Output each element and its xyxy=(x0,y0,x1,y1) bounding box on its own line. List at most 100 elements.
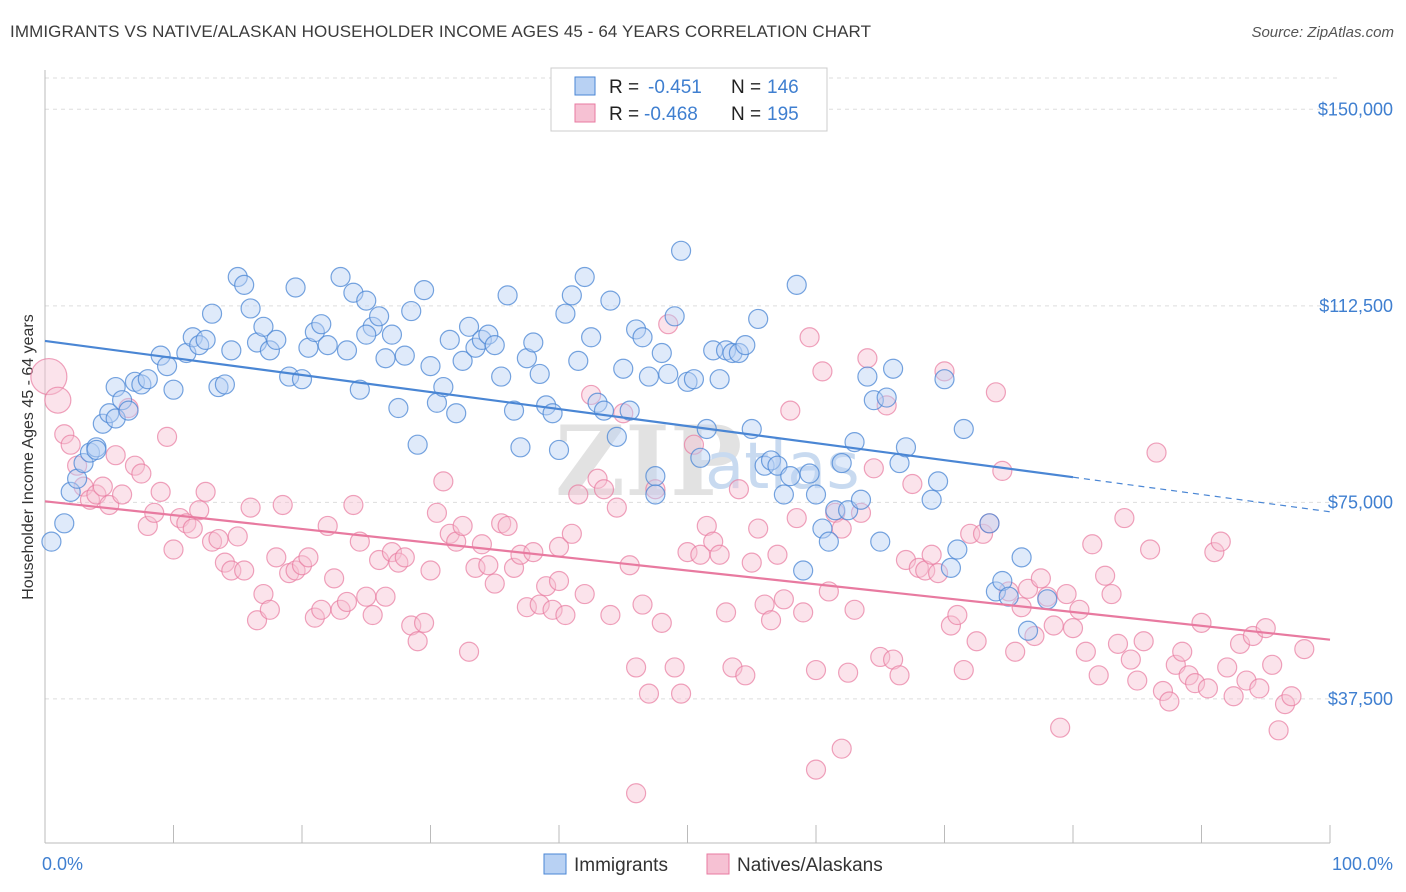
native-point xyxy=(972,523,994,544)
native-point xyxy=(503,557,525,578)
legend-n-value-1: 146 xyxy=(767,77,799,98)
native-point xyxy=(581,384,602,406)
immigrant-point xyxy=(523,332,544,353)
native-point xyxy=(966,631,987,652)
native-point xyxy=(452,515,473,537)
immigrant-point xyxy=(850,489,872,510)
immigrant-point xyxy=(497,285,518,306)
immigrant-point xyxy=(394,345,415,366)
immigrant-point xyxy=(722,342,743,364)
immigrant-point xyxy=(760,450,782,471)
native-point xyxy=(458,641,480,662)
immigrant-point xyxy=(349,379,370,400)
immigrant-point xyxy=(240,298,261,319)
native-point xyxy=(760,610,782,631)
y-tick-label: $75,000 xyxy=(1328,492,1393,512)
x-tick-label-max: 100.0% xyxy=(1332,854,1393,874)
y-tick-label: $37,500 xyxy=(1328,689,1393,709)
native-point xyxy=(1133,631,1154,652)
native-point xyxy=(214,552,235,573)
immigrant-point xyxy=(330,266,351,288)
immigrant-point xyxy=(921,489,942,510)
immigrant-point xyxy=(105,408,126,429)
native-point xyxy=(992,460,1013,482)
immigrants-points xyxy=(41,240,1058,641)
immigrant-point xyxy=(73,452,94,474)
native-point xyxy=(927,563,949,584)
native-point xyxy=(1095,565,1116,586)
native-point xyxy=(529,594,550,615)
immigrant-point xyxy=(54,513,75,534)
native-point xyxy=(30,357,68,396)
native-point xyxy=(1178,665,1199,686)
native-point xyxy=(1075,641,1096,662)
immigrant-point xyxy=(728,342,750,364)
native-point xyxy=(1210,531,1231,552)
native-point xyxy=(420,560,441,581)
native-point xyxy=(375,586,396,607)
immigrant-point xyxy=(561,285,582,306)
native-point xyxy=(793,602,814,623)
top-legend: R = -0.451 N = 146 R = -0.468 N = 195 xyxy=(550,67,828,132)
immigrant-point xyxy=(201,303,223,324)
native-point xyxy=(812,361,833,382)
immigrants-trend-line xyxy=(44,339,1074,479)
native-point xyxy=(921,544,942,565)
native-point xyxy=(433,471,454,492)
immigrant-point xyxy=(259,340,280,361)
immigrant-point xyxy=(304,321,325,343)
native-point xyxy=(1184,673,1206,694)
native-point xyxy=(1172,641,1193,662)
bottom-legend-swatch-immigrants xyxy=(543,853,567,875)
native-point xyxy=(156,426,178,447)
immigrant-point xyxy=(137,369,158,390)
native-point xyxy=(272,494,293,516)
native-point xyxy=(651,612,672,633)
native-point xyxy=(625,783,647,804)
immigrant-point xyxy=(388,397,409,419)
legend-r-value-1: -0.451 xyxy=(648,77,702,98)
immigrant-point xyxy=(291,369,313,390)
native-point xyxy=(208,528,229,550)
native-point xyxy=(1268,720,1289,741)
immigrant-point xyxy=(805,484,827,505)
native-point xyxy=(1101,583,1122,605)
native-point xyxy=(683,434,705,455)
native-point xyxy=(1139,539,1161,560)
immigrant-point xyxy=(786,274,807,295)
immigrant-point xyxy=(555,303,576,324)
native-point xyxy=(1229,633,1251,654)
immigrant-point xyxy=(870,531,891,552)
immigrant-point xyxy=(632,327,653,348)
native-point xyxy=(298,547,319,568)
immigrant-point xyxy=(1037,589,1058,610)
immigrant-point xyxy=(478,324,499,345)
immigrant-point xyxy=(947,539,968,560)
native-point xyxy=(1050,717,1071,738)
immigrant-point xyxy=(1017,620,1039,641)
native-point xyxy=(388,552,409,573)
immigrant-point xyxy=(156,355,178,377)
native-point xyxy=(362,604,383,626)
native-point xyxy=(510,544,531,565)
immigrant-point xyxy=(638,366,660,387)
chart-title: IMMIGRANTS VS NATIVE/ALASKAN HOUSEHOLDER… xyxy=(10,22,872,41)
legend-r-value-2: -0.468 xyxy=(644,104,698,125)
native-point xyxy=(638,683,660,704)
legend-swatch-immigrants xyxy=(574,76,596,96)
source-label: Source: ZipAtlas.com xyxy=(1251,24,1394,41)
immigrant-point xyxy=(934,369,955,390)
immigrant-point xyxy=(548,439,570,461)
native-point xyxy=(471,534,492,555)
native-point xyxy=(606,497,627,518)
native-point xyxy=(1217,657,1238,678)
native-point xyxy=(105,445,126,466)
native-point xyxy=(844,599,865,620)
immigrant-point xyxy=(465,337,486,358)
immigrant-point xyxy=(799,463,820,484)
native-point xyxy=(1294,638,1315,660)
native-point xyxy=(1249,678,1270,699)
y-tick-label: $112,500 xyxy=(1319,296,1393,316)
immigrant-point xyxy=(625,319,647,340)
native-point xyxy=(895,549,917,571)
